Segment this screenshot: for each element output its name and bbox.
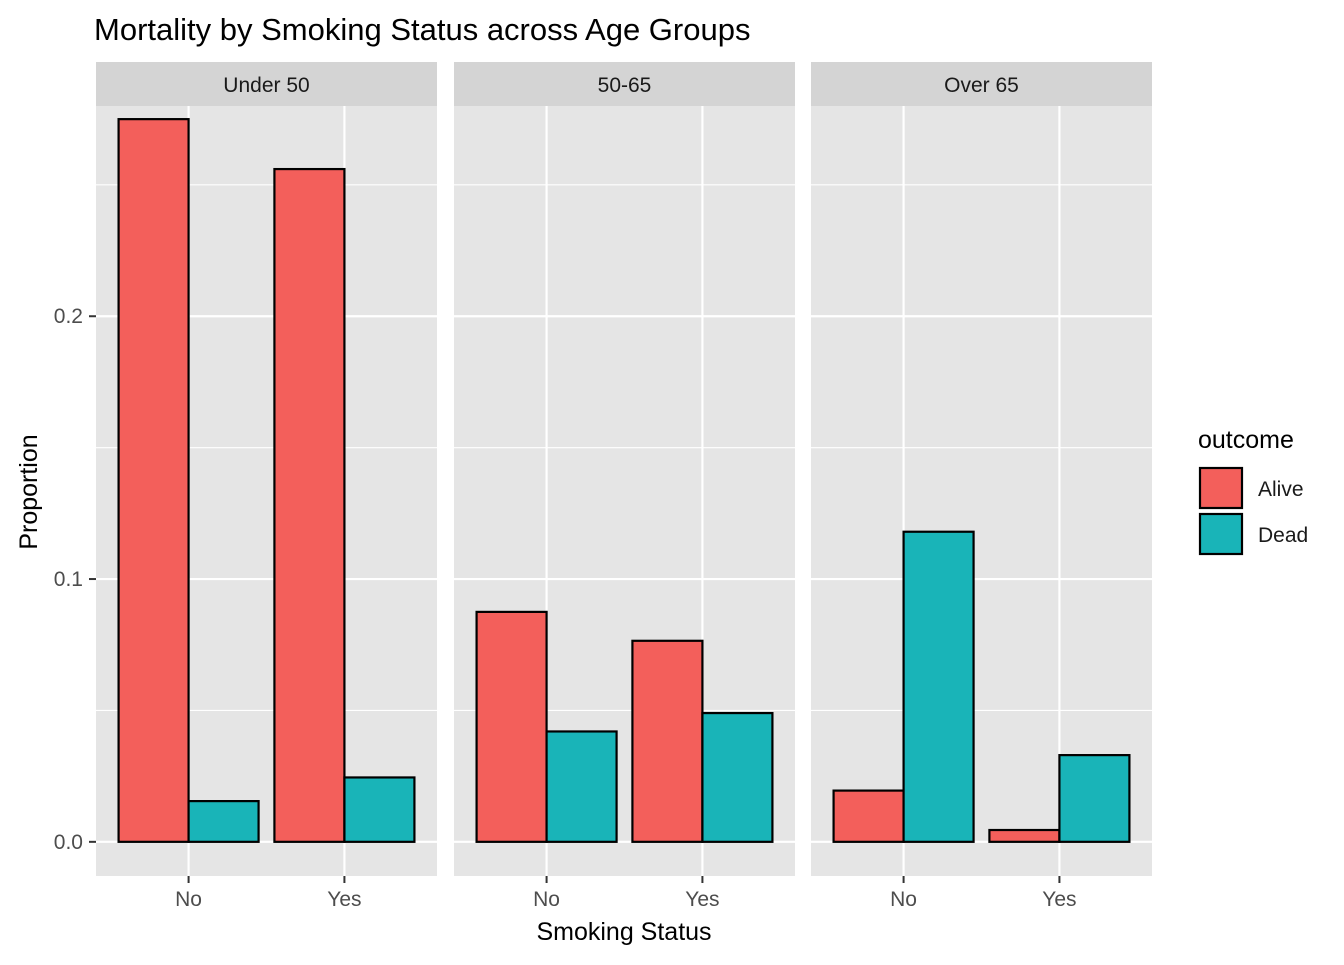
legend-key-dead bbox=[1198, 512, 1244, 556]
legend-label-alive: Alive bbox=[1258, 478, 1304, 501]
facet-strip-label: Over 65 bbox=[944, 74, 1019, 97]
bar-dead-yes bbox=[701, 711, 774, 843]
bar-alive-yes bbox=[988, 828, 1061, 843]
facet-panel-2: 50-65 No Yes bbox=[454, 62, 795, 911]
bar-dead-no bbox=[187, 800, 260, 843]
facet-panel-1: Under 50 No Yes bbox=[96, 62, 437, 911]
y-axis: 0.0 0.1 0.2 bbox=[54, 305, 96, 854]
bar-dead-no bbox=[902, 530, 975, 843]
y-tick-label: 0.1 bbox=[54, 568, 83, 591]
facet-strip-label: Under 50 bbox=[223, 74, 309, 97]
x-tick-label: No bbox=[533, 888, 560, 911]
x-tick-label: Yes bbox=[327, 888, 361, 911]
bar-dead-yes bbox=[343, 776, 416, 843]
y-axis-title: Proportion bbox=[15, 434, 43, 549]
bar-alive-yes bbox=[273, 167, 346, 843]
bar-alive-no bbox=[475, 610, 548, 843]
bar-alive-no bbox=[832, 789, 905, 843]
x-tick-label: Yes bbox=[1042, 888, 1076, 911]
y-tick-label: 0.0 bbox=[54, 831, 83, 854]
x-tick-label: No bbox=[890, 888, 917, 911]
bar-alive-no bbox=[117, 118, 190, 843]
legend: outcome Alive Dead bbox=[1198, 426, 1308, 556]
x-tick-label: Yes bbox=[685, 888, 719, 911]
bar-dead-no bbox=[545, 730, 618, 843]
y-tick-label: 0.2 bbox=[54, 305, 83, 328]
legend-title: outcome bbox=[1198, 426, 1294, 454]
facet-panel-3: Over 65 No Yes bbox=[811, 62, 1152, 911]
legend-key-alive bbox=[1198, 466, 1244, 510]
facet-strip bbox=[454, 62, 795, 106]
x-tick-label: No bbox=[175, 888, 202, 911]
legend-label-dead: Dead bbox=[1258, 524, 1308, 547]
chart-title: Mortality by Smoking Status across Age G… bbox=[94, 12, 750, 47]
panel-background bbox=[811, 106, 1152, 876]
facet-strip bbox=[96, 62, 437, 106]
bar-alive-yes bbox=[631, 639, 704, 843]
x-axis-title: Smoking Status bbox=[536, 918, 711, 946]
facet-strip-label: 50-65 bbox=[598, 74, 652, 97]
bar-dead-yes bbox=[1058, 754, 1131, 843]
facet-strip bbox=[811, 62, 1152, 106]
